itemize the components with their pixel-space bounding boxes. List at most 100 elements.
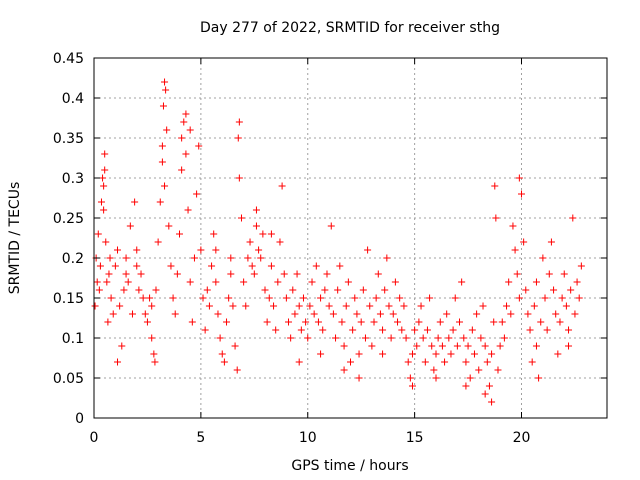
data-point	[447, 350, 455, 358]
data-point	[473, 310, 481, 318]
data-point	[114, 246, 122, 254]
data-point	[441, 358, 449, 366]
data-point	[133, 262, 141, 270]
data-point	[400, 302, 408, 310]
data-point	[109, 310, 117, 318]
x-tick-label: 15	[406, 430, 424, 446]
data-point	[103, 278, 111, 286]
data-point	[500, 334, 508, 342]
data-point	[464, 342, 472, 350]
data-point	[503, 302, 511, 310]
data-point	[182, 110, 190, 118]
data-point	[376, 310, 384, 318]
data-point	[287, 334, 295, 342]
data-point	[426, 294, 434, 302]
data-point	[526, 326, 534, 334]
data-point	[297, 326, 305, 334]
data-point	[227, 270, 235, 278]
data-point	[415, 318, 423, 326]
data-point	[432, 374, 440, 382]
data-point	[370, 318, 378, 326]
data-point	[357, 318, 365, 326]
data-point	[445, 334, 453, 342]
data-point	[524, 310, 532, 318]
data-point	[178, 134, 186, 142]
data-point	[385, 302, 393, 310]
data-point	[323, 270, 331, 278]
data-point	[460, 334, 468, 342]
data-point	[248, 262, 256, 270]
data-point	[231, 342, 239, 350]
data-point	[530, 302, 538, 310]
data-points	[91, 78, 585, 406]
plot-frame	[93, 57, 608, 419]
data-point	[314, 318, 322, 326]
data-point	[518, 190, 525, 198]
data-point	[379, 326, 387, 334]
data-point	[208, 262, 216, 270]
data-point	[565, 342, 573, 350]
data-point	[133, 246, 141, 254]
data-point	[321, 286, 329, 294]
data-point	[186, 126, 194, 134]
data-point	[182, 150, 190, 158]
data-point	[520, 238, 528, 246]
data-point	[195, 142, 203, 150]
x-tick-label: 20	[513, 430, 531, 446]
data-point	[199, 294, 207, 302]
data-point	[515, 174, 523, 182]
data-point	[355, 350, 363, 358]
data-point	[359, 286, 367, 294]
data-point	[152, 286, 160, 294]
data-point	[456, 318, 464, 326]
data-point	[240, 278, 248, 286]
data-point	[338, 318, 346, 326]
data-point	[458, 278, 466, 286]
data-point	[387, 334, 395, 342]
y-tick-label: 0.3	[62, 171, 84, 187]
data-point	[336, 262, 344, 270]
data-point	[361, 334, 369, 342]
data-point	[408, 382, 416, 390]
data-point	[173, 270, 181, 278]
y-axis-label: SRMTID / TECUs	[7, 182, 23, 295]
data-point	[567, 286, 575, 294]
data-point	[408, 350, 416, 358]
data-point	[201, 326, 209, 334]
data-point	[176, 230, 183, 238]
data-point	[167, 262, 175, 270]
data-point	[139, 294, 147, 302]
data-point	[306, 302, 314, 310]
data-point	[216, 334, 224, 342]
data-point	[151, 358, 159, 366]
data-point	[560, 270, 568, 278]
data-point	[242, 302, 250, 310]
data-point	[355, 374, 363, 382]
data-point	[259, 230, 267, 238]
x-axis-label: GPS time / hours	[291, 458, 408, 474]
data-point	[225, 294, 233, 302]
data-point	[234, 134, 242, 142]
data-point	[161, 78, 169, 86]
data-point	[312, 262, 320, 270]
data-point	[308, 278, 316, 286]
data-point	[325, 302, 333, 310]
data-point	[571, 310, 579, 318]
data-point	[569, 214, 577, 222]
data-point	[154, 238, 162, 246]
y-tick-label: 0.45	[53, 51, 84, 67]
data-point	[101, 166, 109, 174]
data-point	[122, 254, 130, 262]
data-point	[252, 222, 260, 230]
data-point	[169, 294, 177, 302]
data-point	[94, 230, 102, 238]
data-point	[340, 342, 348, 350]
data-point	[509, 222, 517, 230]
data-point	[556, 318, 564, 326]
data-point	[295, 358, 303, 366]
data-point	[128, 310, 136, 318]
data-point	[97, 198, 105, 206]
data-point	[178, 166, 186, 174]
x-tick-label: 5	[196, 430, 205, 446]
